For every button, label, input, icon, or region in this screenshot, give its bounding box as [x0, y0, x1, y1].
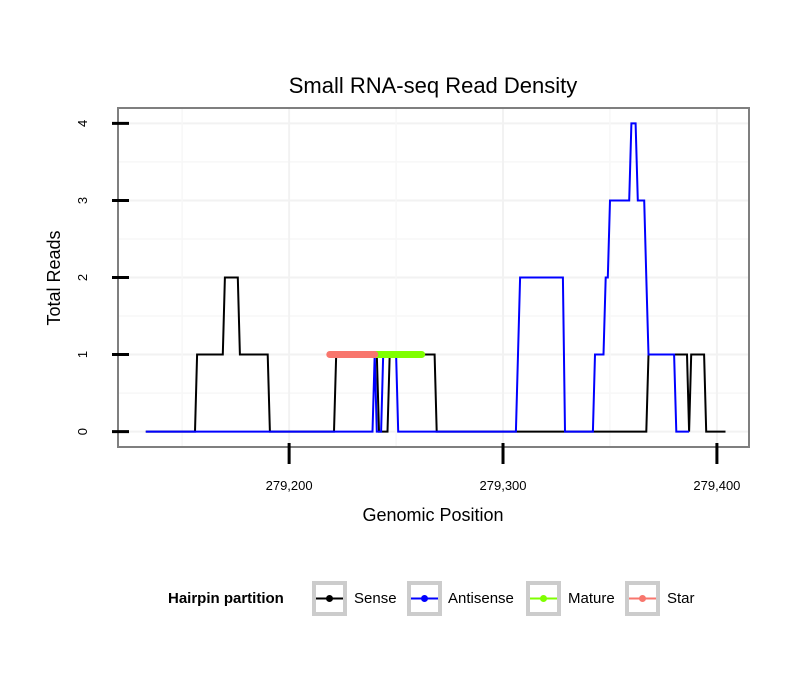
legend-label-antisense: Antisense: [448, 590, 514, 607]
y-tick-label: 3: [75, 197, 90, 204]
y-axis-title: Total Reads: [44, 230, 64, 325]
y-tick-label: 1: [75, 351, 90, 358]
series-layer: [145, 122, 726, 433]
x-axis-title: Genomic Position: [362, 505, 503, 525]
x-tick-label: 279,400: [693, 478, 740, 493]
legend-key-point: [421, 595, 428, 602]
y-tick-label: 2: [75, 274, 90, 281]
x-tick-label: 279,300: [480, 478, 527, 493]
legend-label-mature: Mature: [568, 590, 615, 607]
chart-title: Small RNA-seq Read Density: [289, 73, 578, 98]
x-tick-label: 279,200: [266, 478, 313, 493]
series-line-antisense: [145, 122, 690, 433]
legend-key-point: [326, 595, 333, 602]
y-tick-label: 4: [75, 120, 90, 127]
legend: Hairpin partition Sense Antisense Mature St…: [168, 581, 695, 616]
legend-key-point: [639, 595, 646, 602]
legend-title: Hairpin partition: [168, 590, 284, 607]
y-tick-label: 0: [75, 428, 90, 435]
legend-key-point: [540, 595, 547, 602]
axes: 0 1 2 3 4 279,200 279,300 279,400: [75, 107, 750, 493]
legend-label-sense: Sense: [354, 590, 397, 607]
legend-label-star: Star: [667, 590, 695, 607]
